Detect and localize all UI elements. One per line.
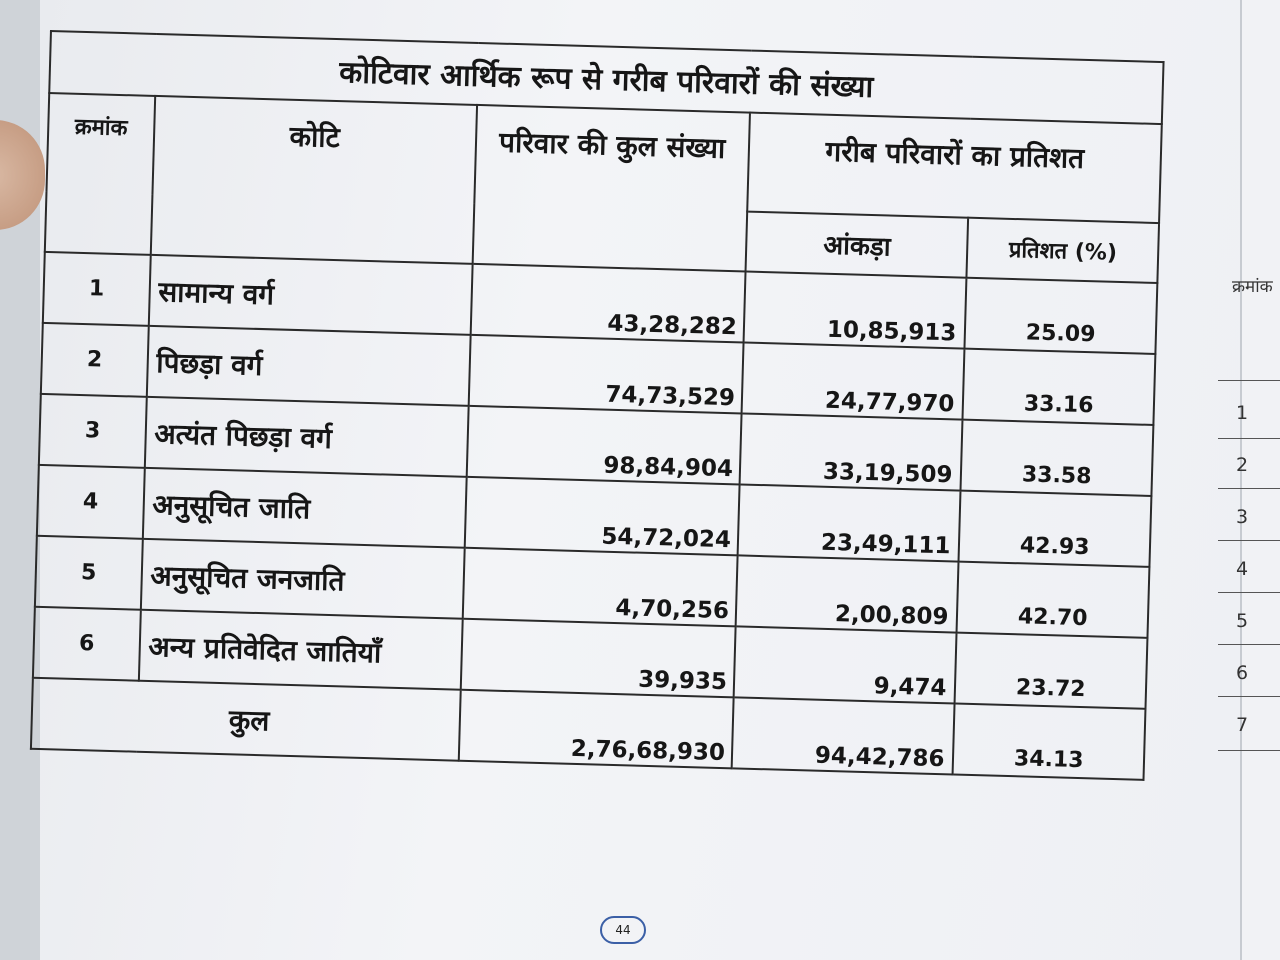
row-poor: 33,19,509	[739, 413, 963, 491]
poor-families-table: कोटिवार आर्थिक रूप से गरीब परिवारों की स…	[30, 30, 1165, 781]
row-total: 4,70,256	[462, 547, 738, 627]
row-poor: 24,77,970	[741, 342, 965, 420]
adjacent-row-number: 1	[1236, 402, 1249, 424]
row-category: अत्यंत पिछड़ा वर्ग	[144, 396, 469, 477]
total-families: 2,76,68,930	[458, 689, 734, 769]
adjacent-row-number: 2	[1236, 454, 1249, 476]
divider	[1218, 438, 1280, 439]
thumb	[0, 120, 45, 230]
row-serial: 3	[38, 393, 147, 468]
divider	[1218, 592, 1280, 593]
row-total: 98,84,904	[466, 405, 742, 485]
header-count: आंकड़ा	[745, 211, 969, 278]
row-category: अन्य प्रतिवेदित जातियाँ	[138, 609, 463, 690]
divider	[1218, 488, 1280, 489]
header-serial: क्रमांक	[44, 93, 155, 255]
divider	[1218, 750, 1280, 751]
row-poor: 23,49,111	[737, 484, 961, 562]
adjacent-row-number: 5	[1236, 610, 1249, 632]
divider	[1218, 696, 1280, 697]
divider	[1218, 540, 1280, 541]
row-serial: 5	[34, 535, 143, 610]
row-percent: 23.72	[955, 632, 1148, 709]
document-page	[40, 0, 1245, 960]
row-percent: 25.09	[964, 277, 1158, 354]
row-total: 54,72,024	[464, 476, 740, 556]
row-percent: 42.70	[956, 561, 1150, 638]
total-label: कुल	[30, 677, 461, 761]
divider	[1218, 380, 1280, 381]
divider	[1218, 644, 1280, 645]
row-total: 74,73,529	[468, 334, 744, 414]
row-serial: 6	[32, 606, 141, 681]
header-poor-percentage: गरीब परिवारों का प्रतिशत	[747, 112, 1162, 224]
row-percent: 42.93	[958, 490, 1152, 567]
row-poor: 2,00,809	[735, 555, 959, 633]
row-total: 43,28,282	[470, 263, 746, 343]
row-serial: 1	[42, 251, 151, 326]
adjacent-page	[1240, 0, 1280, 960]
page-number: 44	[600, 916, 646, 944]
header-total-families: परिवार की कुल संख्या	[472, 104, 750, 272]
row-category: सामान्य वर्ग	[148, 254, 473, 335]
adjacent-row-number: 6	[1236, 662, 1249, 684]
row-category: पिछड़ा वर्ग	[146, 325, 471, 406]
row-serial: 4	[36, 464, 145, 539]
row-percent: 33.16	[962, 348, 1156, 425]
row-total: 39,935	[460, 618, 736, 698]
row-percent: 33.58	[960, 419, 1154, 496]
total-poor: 94,42,786	[731, 697, 956, 775]
adjacent-row-number: 3	[1236, 506, 1249, 528]
row-poor: 9,474	[733, 626, 957, 704]
row-category: अनुसूचित जनजाति	[140, 538, 465, 619]
row-category: अनुसूचित जाति	[142, 467, 467, 548]
adjacent-header: क्रमांक	[1232, 277, 1273, 297]
adjacent-row-number: 4	[1236, 558, 1249, 580]
header-percent: प्रतिशत (%)	[966, 217, 1160, 284]
row-serial: 2	[40, 322, 149, 397]
total-percent: 34.13	[953, 703, 1146, 780]
row-poor: 10,85,913	[743, 271, 967, 349]
table-container: कोटिवार आर्थिक रूप से गरीब परिवारों की स…	[30, 30, 1165, 781]
header-category: कोटि	[150, 95, 477, 264]
adjacent-row-number: 7	[1236, 714, 1249, 736]
